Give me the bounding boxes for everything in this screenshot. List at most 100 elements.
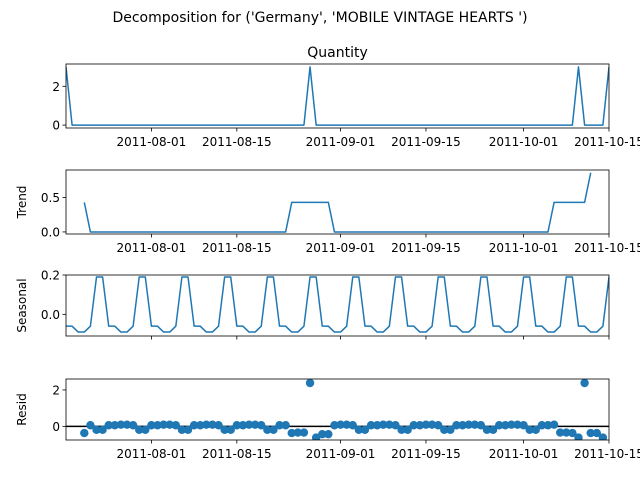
resid-point [354,425,364,435]
ytick-label-observed-1: 2 [52,80,60,94]
resid-point [165,420,174,429]
resid-point [226,425,235,435]
resid-point [543,421,553,430]
resid-point [519,421,528,430]
resid-point [244,420,254,429]
resid-point [513,420,522,429]
resid-point [537,421,547,430]
resid-point [592,428,601,438]
series-seasonal [66,276,609,333]
seasonal-line [66,276,609,333]
xtick-label-observed-4: 2011-10-01 [489,135,559,149]
resid-point [379,420,388,429]
resid-point [574,433,583,440]
ylabel-trend: Trend [15,186,29,220]
resid-point [214,421,223,430]
resid-point [501,421,510,430]
resid-point [391,421,400,430]
xtick-label-resid-3: 2011-09-15 [391,447,461,461]
resid-point [141,425,150,435]
resid-point [397,425,406,435]
xtick-label-observed-5: 2011-10-15 [574,135,640,149]
xtick-label-trend-0: 2011-08-01 [117,241,187,255]
resid-point [348,421,357,430]
xtick-label-trend-4: 2011-10-01 [489,241,559,255]
resid-point [202,420,211,429]
resid-point [525,425,534,435]
resid-point [555,428,565,437]
resid-point [189,421,199,430]
resid-point [196,421,205,430]
axes-frame-trend [65,169,610,235]
resid-point [80,428,89,438]
resid-point [324,429,333,439]
resid-point [92,425,101,435]
resid-point [549,420,559,429]
resid-point [372,421,382,430]
resid-point [110,421,120,430]
resid-point [135,425,144,435]
resid-point [147,421,156,430]
resid-point [494,421,504,430]
resid-point [171,421,181,430]
resid-point [257,421,266,430]
ytick-label-trend-1: 0.5 [41,191,60,205]
resid-point [116,420,126,429]
xtick-label-observed-3: 2011-09-15 [391,135,461,149]
resid-point [403,425,412,435]
resid-point [122,420,132,429]
resid-point [330,421,339,430]
figure-title: Decomposition for ('Germany', 'MOBILE VI… [112,10,527,26]
resid-point [293,428,303,437]
resid-point [232,421,242,430]
resid-point [177,425,187,435]
resid-point [482,425,492,435]
ylabel-resid: Resid [15,393,29,425]
resid-point [476,421,486,430]
panel-observed: Quantity 0 2 2011-08-01 2011-08-15 2011-09-01… [52,45,640,149]
observed-line [66,66,609,126]
resid-point [586,428,595,438]
resid-point [238,421,248,430]
xtick-label-resid-4: 2011-10-01 [489,447,559,461]
xtick-label-resid-0: 2011-08-01 [117,447,187,461]
panel-trend: Trend 0.0 0.5 2011-08-01 2011-08-15 2011-09-0… [15,169,640,255]
trend-line [83,172,592,233]
resid-point [263,425,272,435]
resid-point [299,428,309,437]
resid-point [159,420,168,429]
panel-seasonal: Seasonal 0.0 0.2 [15,269,610,340]
ytick-label-observed-0: 0 [52,119,60,133]
resid-point [275,421,284,430]
ytick-label-seasonal-1: 0.2 [41,269,60,283]
resid-point [269,425,278,435]
series-observed [66,66,609,126]
resid-point [153,421,162,430]
resid-point [220,425,229,435]
resid-point [128,421,138,430]
resid-point [598,433,608,440]
resid-point [415,421,425,430]
panel-title-observed: Quantity [307,45,368,61]
resid-point [440,425,449,435]
resid-point [446,425,455,435]
resid-point [98,425,107,435]
ylabel-seasonal: Seasonal [15,278,29,332]
axes-frame-resid [65,378,610,441]
xtick-label-trend-3: 2011-09-15 [391,241,461,255]
resid-point [562,428,571,437]
resid-point [385,420,394,429]
resid-point [318,429,327,439]
xtick-label-observed-1: 2011-08-15 [202,135,272,149]
xtick-label-resid-5: 2011-10-15 [574,447,640,461]
axes-frame-seasonal [65,274,610,337]
resid-point [580,379,589,388]
resid-point [366,421,376,430]
resid-point [421,420,431,429]
series-trend [83,172,592,233]
resid-point [250,420,260,429]
ytick-label-resid-0: 0 [52,420,60,434]
resid-point [507,420,516,429]
series-resid [66,379,609,440]
